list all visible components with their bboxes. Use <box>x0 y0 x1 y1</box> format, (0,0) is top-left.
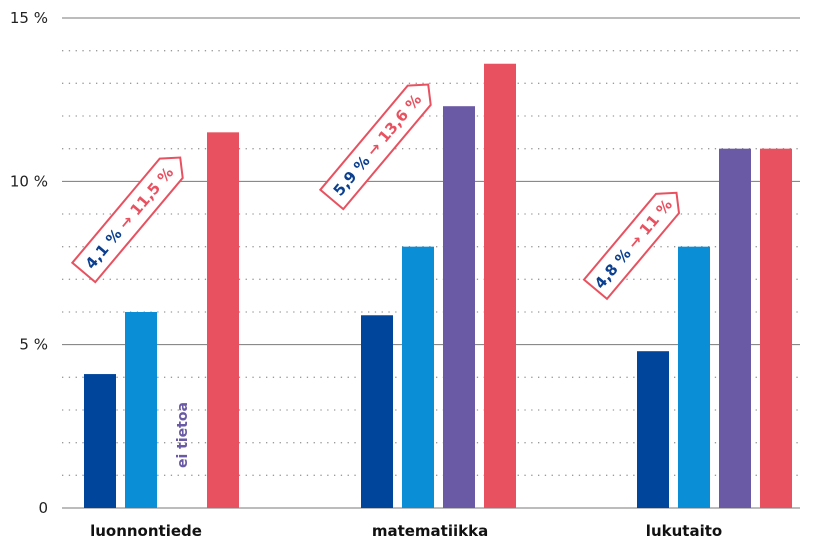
callout-text: 4,1 % → 11,5 % <box>82 164 177 273</box>
bar <box>760 148 792 508</box>
y-axis-ticks: 0 5 % 10 % 15 % <box>10 9 48 517</box>
bars <box>84 63 792 509</box>
y-tick-label: 0 <box>38 499 48 517</box>
callout-box <box>318 83 432 211</box>
callout-box <box>582 191 681 301</box>
bar <box>637 351 669 508</box>
callout: 4,8 % → 11 % <box>582 191 681 301</box>
callout: 5,9 % → 13,6 % <box>318 83 432 211</box>
no-data-label: ei tietoa <box>175 402 191 468</box>
bar <box>402 246 434 508</box>
y-tick-label: 5 % <box>19 336 48 354</box>
x-category-label: luonnontiede <box>90 522 202 540</box>
callout-text: 5,9 % → 13,6 % <box>330 91 425 200</box>
bar <box>484 63 516 508</box>
bar <box>719 148 751 508</box>
bar <box>125 312 157 508</box>
callouts: 4,1 % → 11,5 % 5,9 % → 13,6 % 4,8 % → 11 % <box>70 83 681 301</box>
callout: 4,1 % → 11,5 % <box>70 156 184 284</box>
y-tick-label: 15 % <box>10 9 48 27</box>
bar <box>361 315 393 508</box>
x-category-label: lukutaito <box>646 522 722 540</box>
y-tick-label: 10 % <box>10 172 48 190</box>
callout-box <box>70 156 184 284</box>
bar <box>443 106 475 508</box>
bar <box>678 246 710 508</box>
bar <box>207 132 239 509</box>
x-axis-categories: luonnontiede matematiikka lukutaito <box>90 522 722 540</box>
callout-text: 4,8 % → 11 % <box>591 196 676 293</box>
x-category-label: matematiikka <box>372 522 488 540</box>
bar <box>84 374 116 508</box>
